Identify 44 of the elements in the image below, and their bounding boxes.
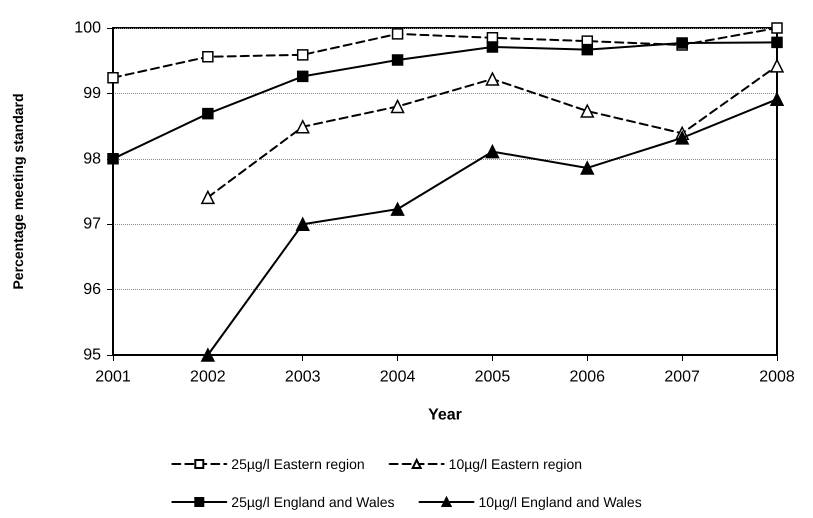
- point: [201, 348, 215, 362]
- point: [202, 108, 214, 120]
- point: [486, 41, 498, 53]
- point: [580, 161, 594, 175]
- y-tick-label: 98: [83, 150, 102, 168]
- point: [582, 44, 594, 56]
- x-tick-label: 2005: [474, 368, 510, 386]
- point: [771, 36, 783, 48]
- point: [201, 190, 215, 204]
- x-tick-label: 2008: [759, 368, 795, 386]
- y-tick-label: 96: [83, 281, 102, 298]
- x-tick-label: 2003: [284, 368, 321, 386]
- legend-label: 10µg/l England and Wales: [478, 494, 642, 510]
- point: [296, 217, 310, 231]
- x-tick-label: 2002: [190, 368, 226, 386]
- x-tick-label: 2006: [569, 368, 606, 386]
- point: [296, 120, 310, 134]
- point: [770, 59, 784, 73]
- point: [486, 72, 500, 86]
- point: [486, 144, 500, 158]
- point: [771, 22, 783, 34]
- point: [392, 28, 404, 40]
- legend-label: 25µg/l England and Wales: [231, 494, 395, 510]
- point: [392, 54, 404, 66]
- legend-label: 10µg/l Eastern region: [448, 456, 582, 472]
- point: [107, 72, 119, 84]
- y-tick-label: 95: [83, 346, 102, 364]
- point: [390, 100, 404, 114]
- y-tick-label: 99: [83, 84, 102, 102]
- point: [770, 92, 784, 106]
- y-axis-title: Percentage meeting standard: [10, 93, 26, 290]
- point: [202, 51, 214, 63]
- x-tick-label: 2007: [664, 368, 700, 386]
- y-tick-label: 100: [74, 20, 102, 36]
- x-tick-label: 2001: [95, 368, 131, 386]
- point: [580, 104, 594, 118]
- x-tick-label: 2004: [380, 368, 416, 386]
- point: [296, 70, 308, 82]
- point: [675, 131, 689, 145]
- legend-label: 25µg/l Eastern region: [231, 456, 365, 472]
- point: [296, 49, 308, 61]
- point: [390, 202, 404, 216]
- x-axis-title: Year: [428, 406, 462, 424]
- y-tick-label: 97: [83, 216, 102, 233]
